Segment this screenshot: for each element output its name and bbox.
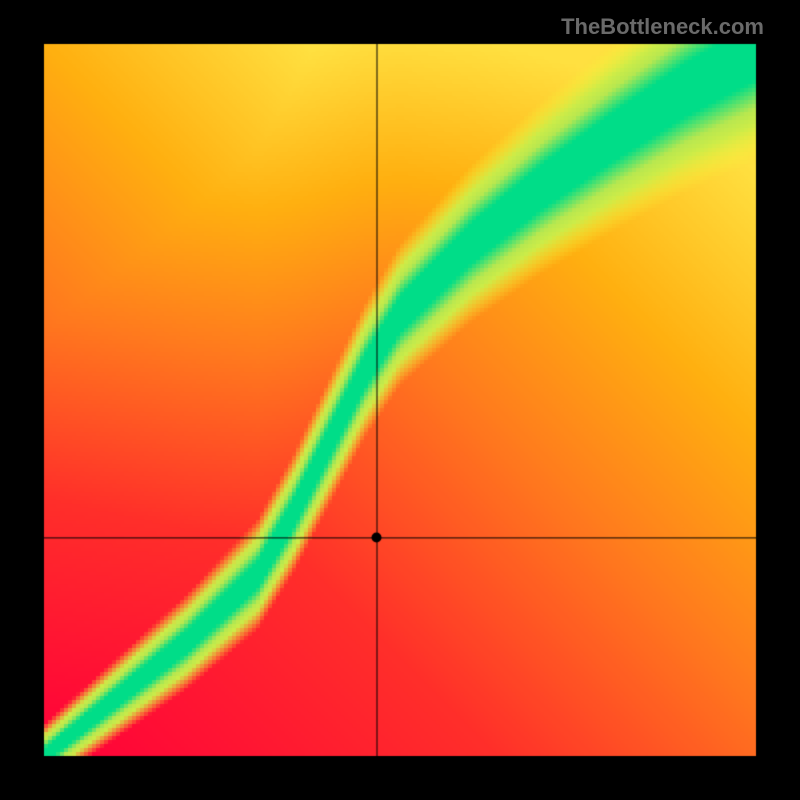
chart-container: { "watermark": { "text": "TheBottleneck.…: [0, 0, 800, 800]
bottleneck-heatmap: [0, 0, 800, 800]
watermark-text: TheBottleneck.com: [561, 14, 764, 40]
